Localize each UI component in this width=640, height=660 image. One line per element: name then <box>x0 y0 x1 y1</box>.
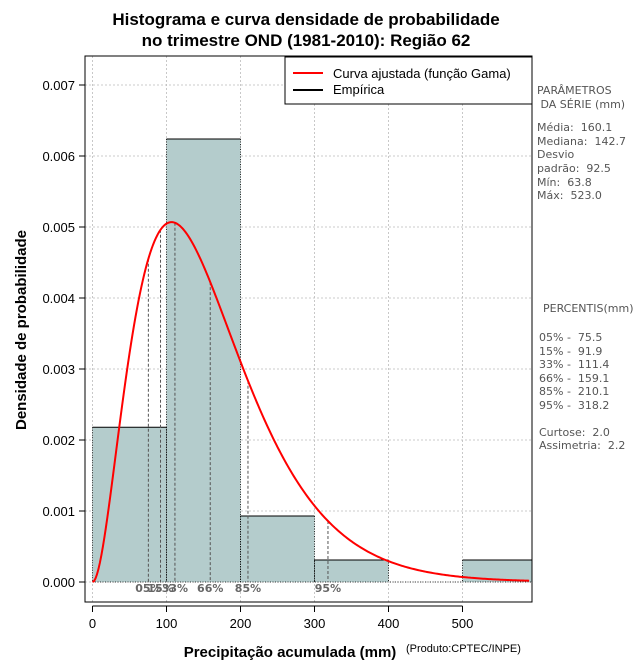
histogram-bar-4 <box>462 559 532 582</box>
x-tick-label-1: 100 <box>156 616 178 631</box>
x-tick-label-2: 200 <box>230 616 252 631</box>
y-axis: 0.000 0.001 0.002 0.003 0.004 0.005 0.006 0.007 <box>42 78 86 590</box>
percentil-95: 95% - 318.2 <box>539 398 610 412</box>
percentile-label-1: 15% <box>147 582 173 595</box>
kurtosis: Curtose: 2.0 <box>539 425 610 439</box>
y-tick-label-5: 0.005 <box>42 220 75 235</box>
y-tick-label-6: 0.006 <box>42 149 75 164</box>
series-params-panel: PARÂMETROS DA SÉRIE (mm) Média: 160.1 Me… <box>537 84 626 203</box>
param-std: padrão: 92.5 <box>537 161 611 175</box>
x-axis-label: Precipitação acumulada (mm) <box>184 644 397 660</box>
param-max: Máx: 523.0 <box>537 189 602 203</box>
y-tick-label-0: 0.000 <box>42 575 75 590</box>
percentile-label-0: 05% <box>135 582 161 595</box>
credit-label: (Produto:CPTEC/INPE) <box>406 643 521 655</box>
y-tick-label-1: 0.001 <box>42 504 75 519</box>
percentis-title: PERCENTIS(mm) <box>543 302 634 315</box>
legend: Curva ajustada (função Gama) Empírica <box>284 56 533 105</box>
x-tick-label-3: 300 <box>304 616 326 631</box>
percentil-15: 15% - 91.9 <box>539 344 603 358</box>
y-tick-label-2: 0.002 <box>42 433 75 448</box>
x-tick-label-4: 400 <box>378 616 400 631</box>
percentile-label-3: 66% <box>197 582 223 595</box>
param-std-label: Desvio <box>537 148 575 162</box>
chart-title: Histograma e curva densidade de probabil… <box>112 10 499 29</box>
histogram-bar-1 <box>166 138 241 582</box>
gamma-curve <box>91 221 530 583</box>
percentil-33: 33% - 111.4 <box>539 358 610 372</box>
param-median: Mediana: 142.7 <box>537 134 626 148</box>
gamma-curve-group <box>91 221 530 583</box>
legend-empirical-label: Empírica <box>333 82 385 97</box>
percentile-lines: 05%15%33% 66% 85% 95% <box>135 222 341 595</box>
percentile-label-2: 33% <box>162 582 188 595</box>
histogram-bar-3 <box>314 559 389 582</box>
histogram-bar-2 <box>240 515 315 582</box>
legend-box <box>284 56 533 105</box>
percentile-label-5: 95% <box>315 582 341 595</box>
x-axis: 0 100 200 300 400 500 <box>89 605 474 631</box>
y-axis-label: Densidade de probabilidade <box>13 230 30 430</box>
y-tick-label-4: 0.004 <box>42 291 75 306</box>
x-tick-label-0: 0 <box>89 616 96 631</box>
percentil-05: 05% - 75.5 <box>539 331 603 344</box>
param-mean: Média: 160.1 <box>537 121 613 135</box>
x-tick-label-5: 500 <box>452 616 474 631</box>
y-tick-label-3: 0.003 <box>42 362 75 377</box>
chart-subtitle: no trimestre OND (1981-2010): Região 62 <box>142 31 471 50</box>
param-min: Mín: 63.8 <box>537 175 592 189</box>
params-title: PARÂMETROS <box>537 84 612 97</box>
legend-curve-label: Curva ajustada (função Gama) <box>333 66 511 81</box>
histogram-bar-0 <box>92 427 167 582</box>
y-tick-label-7: 0.007 <box>42 78 75 93</box>
params-subtitle: DA SÉRIE (mm) <box>537 97 626 111</box>
percentile-label-4: 85% <box>235 582 261 595</box>
percentis-panel: 05% - 75.5 15% - 91.9 33% - 111.4 66% - … <box>539 331 625 453</box>
percentil-66: 66% - 159.1 <box>539 371 610 385</box>
histogram-bars <box>92 138 532 583</box>
percentil-85: 85% - 210.1 <box>539 385 610 399</box>
skewness: Assimetria: 2.2 <box>539 439 626 453</box>
